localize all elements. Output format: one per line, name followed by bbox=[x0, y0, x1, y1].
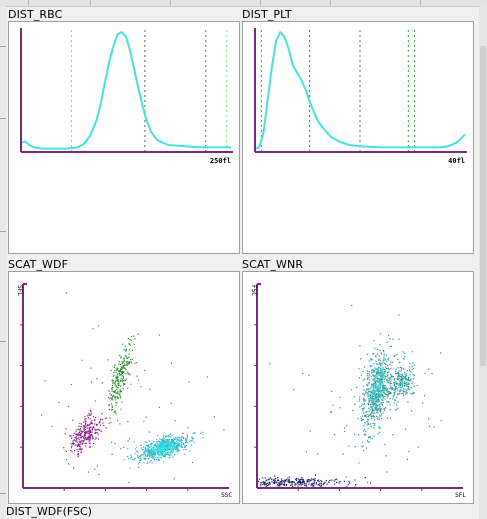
x-axis-label: SSC bbox=[221, 492, 232, 499]
top-strip-segment bbox=[170, 0, 261, 6]
x-axis-end-label: 250fl bbox=[210, 157, 231, 165]
scattergram-plot: SFL SSC bbox=[16, 283, 232, 499]
left-edge-divider bbox=[0, 341, 6, 342]
scattergram-plot: FSC SFL bbox=[250, 283, 466, 499]
scatter-cluster-scatter bbox=[269, 304, 442, 484]
top-strip-segment bbox=[330, 0, 421, 6]
scat-wdf-scattergram[interactable]: SFL SSC bbox=[8, 271, 240, 504]
panel-title-dist-wdf-fsc: DIST_WDF(FSC) bbox=[6, 505, 92, 518]
scrollbar-thumb[interactable] bbox=[480, 46, 486, 366]
panel-title-dist-rbc: DIST_RBC bbox=[8, 8, 63, 21]
top-strip-segment bbox=[260, 0, 331, 6]
left-edge-divider bbox=[0, 46, 6, 47]
y-axis-label: FSC bbox=[250, 285, 257, 296]
x-axis-end-label: 40fl bbox=[448, 157, 465, 165]
histogram-plot: 250fl bbox=[20, 28, 233, 165]
top-toolbar-strip bbox=[0, 0, 487, 7]
dist-plt-histogram[interactable]: 40fl bbox=[242, 21, 474, 254]
top-strip-segment bbox=[0, 0, 29, 6]
scatter-cluster-teal-core bbox=[367, 358, 393, 410]
scatter-cluster-cyan-core bbox=[145, 438, 180, 459]
scatter-cluster-teal-main bbox=[348, 333, 407, 464]
scatter-cluster-scatter bbox=[40, 292, 225, 483]
left-edge-divider bbox=[0, 231, 6, 232]
panel-title-dist-plt: DIST_PLT bbox=[242, 8, 292, 21]
scatter-cluster-purple bbox=[63, 409, 111, 469]
left-edge-divider bbox=[0, 118, 6, 119]
scatter-cluster-teal-right bbox=[382, 351, 418, 411]
scat-wnr-scattergram[interactable]: FSC SFL bbox=[242, 271, 474, 504]
panel-title-scat-wdf: SCAT_WDF bbox=[8, 258, 69, 271]
left-edge-divider bbox=[0, 493, 6, 494]
y-axis-label: SFL bbox=[16, 285, 23, 296]
histogram-curve bbox=[254, 31, 466, 150]
panel-title-scat-wnr: SCAT_WNR bbox=[242, 258, 304, 271]
histogram-curve bbox=[20, 31, 231, 150]
histogram-plot: 40fl bbox=[254, 28, 467, 165]
scatter-cluster-navy-base bbox=[258, 474, 372, 488]
x-axis-label: SFL bbox=[455, 492, 466, 499]
left-pane-edge bbox=[0, 6, 6, 519]
top-strip-segment bbox=[28, 0, 91, 6]
scatter-cluster-green bbox=[105, 333, 139, 424]
vertical-scrollbar[interactable] bbox=[479, 6, 487, 519]
dist-rbc-histogram[interactable]: 250fl bbox=[8, 21, 240, 254]
top-strip-segment bbox=[90, 0, 171, 6]
